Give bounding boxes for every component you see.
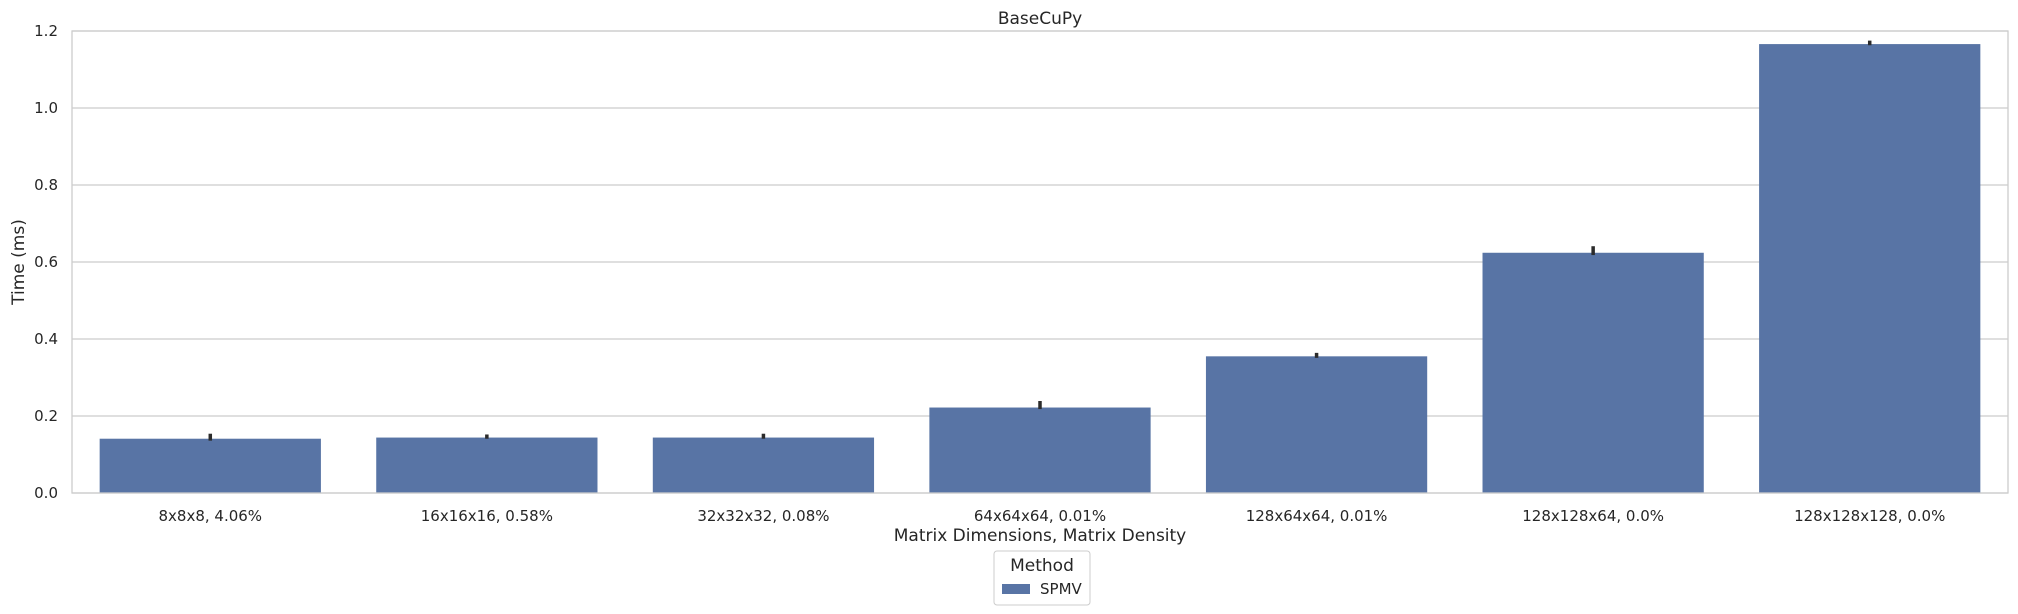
x-axis-ticks: 8x8x8, 4.06% 16x16x16, 0.58% 32x32x32, 0.0… bbox=[158, 507, 1945, 525]
bar bbox=[99, 438, 321, 493]
x-tick-label: 64x64x64, 0.01% bbox=[974, 507, 1106, 525]
x-tick-label: 128x128x128, 0.0% bbox=[1794, 507, 1945, 525]
chart-title: BaseCuPy bbox=[998, 9, 1082, 29]
legend-entry-label: SPMV bbox=[1040, 580, 1083, 598]
y-axis-label: Time (ms) bbox=[9, 219, 29, 306]
y-tick-label: 0.6 bbox=[34, 253, 58, 271]
bar bbox=[929, 407, 1151, 493]
y-tick-label: 0.8 bbox=[34, 176, 58, 194]
bar bbox=[1482, 252, 1704, 493]
legend: Method SPMV bbox=[993, 550, 1091, 606]
y-tick-label: 1.0 bbox=[34, 99, 58, 117]
y-tick-label: 0.0 bbox=[34, 484, 58, 502]
y-axis-ticks: 0.0 0.2 0.4 0.6 0.8 1.0 1.2 bbox=[34, 22, 58, 502]
bar bbox=[376, 437, 598, 493]
y-tick-label: 1.2 bbox=[34, 22, 58, 40]
plot-frame bbox=[71, 30, 2009, 494]
legend-swatch bbox=[1002, 584, 1030, 594]
x-tick-label: 128x64x64, 0.01% bbox=[1246, 507, 1388, 525]
x-tick-label: 8x8x8, 4.06% bbox=[158, 507, 262, 525]
bar bbox=[1205, 356, 1428, 493]
y-tick-label: 0.2 bbox=[34, 407, 58, 425]
legend-title: Method bbox=[1010, 556, 1074, 576]
bar bbox=[1759, 44, 1981, 494]
x-tick-label: 16x16x16, 0.58% bbox=[421, 507, 553, 525]
bars bbox=[99, 44, 1981, 494]
x-axis-label: Matrix Dimensions, Matrix Density bbox=[894, 526, 1187, 546]
bar bbox=[652, 437, 875, 493]
y-tick-label: 0.4 bbox=[34, 330, 58, 348]
x-tick-label: 32x32x32, 0.08% bbox=[697, 507, 829, 525]
error-bars bbox=[208, 40, 1872, 441]
x-tick-label: 128x128x64, 0.0% bbox=[1522, 507, 1664, 525]
